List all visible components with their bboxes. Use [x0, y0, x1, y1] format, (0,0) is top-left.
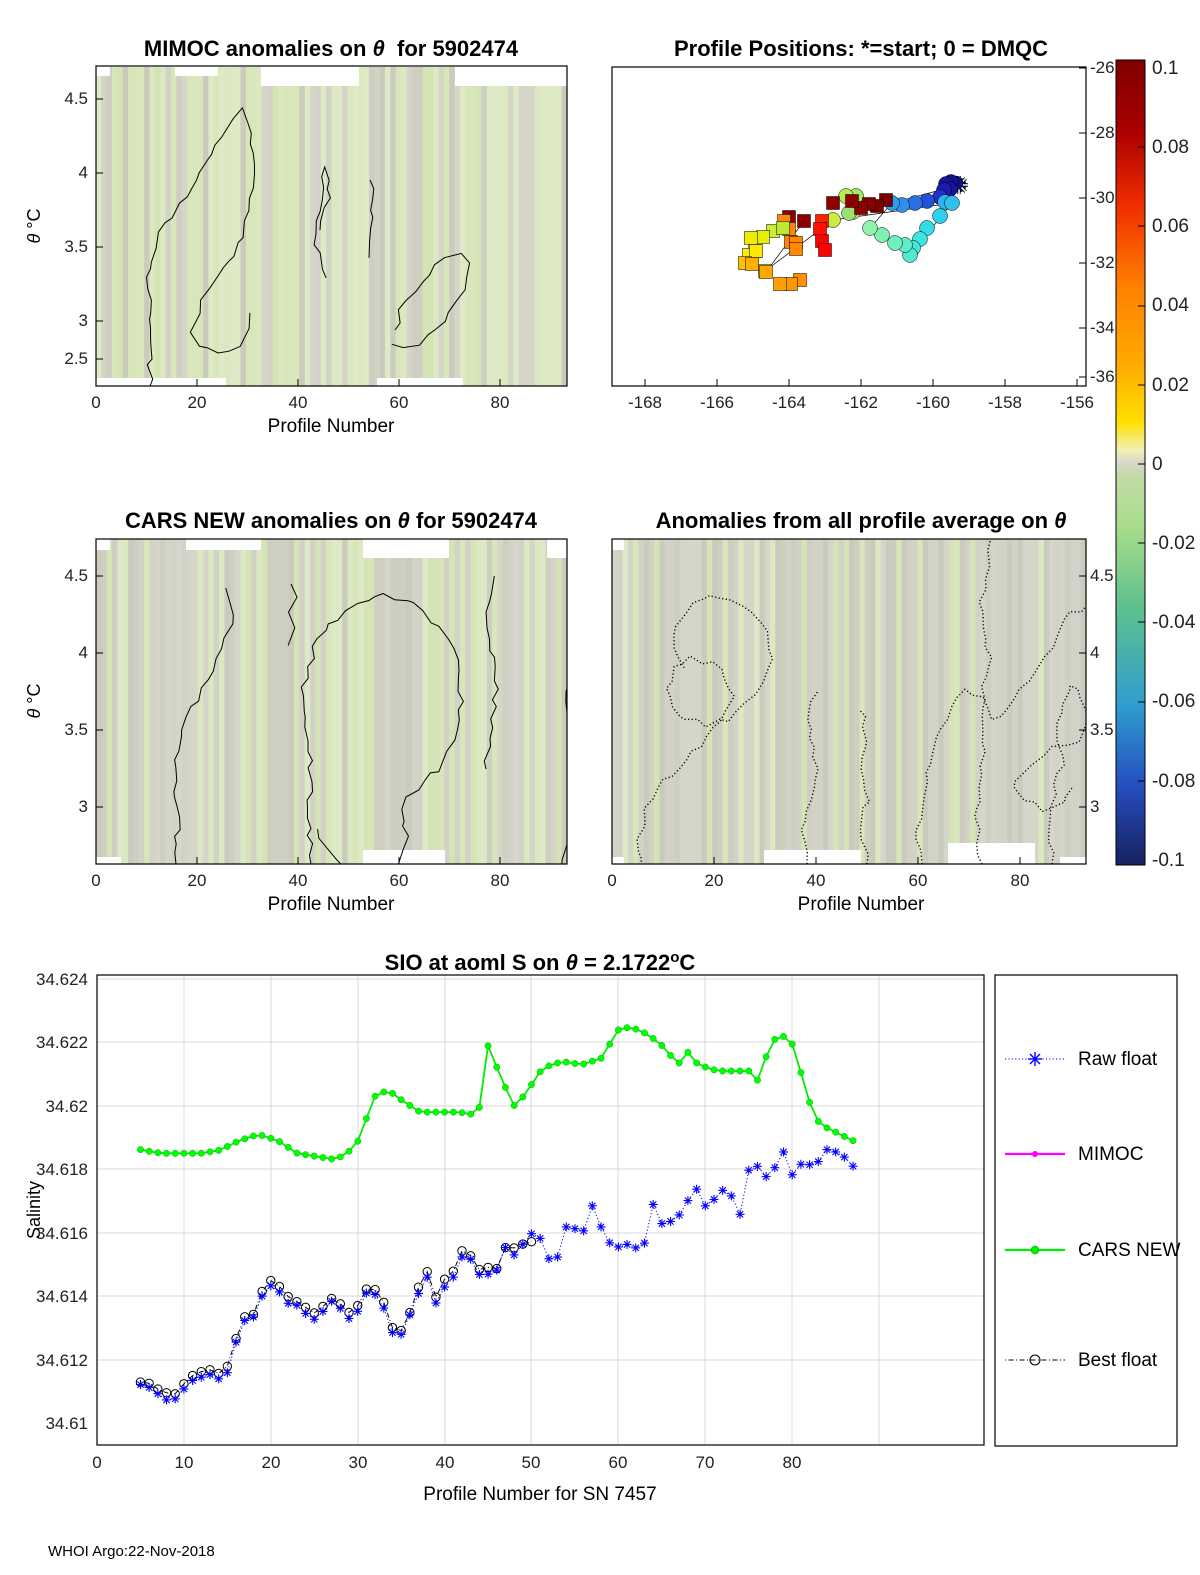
svg-text:34.614: 34.614	[36, 1287, 88, 1306]
svg-text:-166: -166	[700, 393, 734, 412]
svg-text:Profile Number: Profile Number	[798, 894, 925, 915]
svg-text:4.5: 4.5	[1090, 566, 1114, 585]
svg-text:0: 0	[1152, 454, 1163, 475]
svg-text:0.02: 0.02	[1152, 375, 1189, 396]
svg-text:60: 60	[390, 871, 409, 890]
svg-text:Profile Number: Profile Number	[268, 894, 395, 915]
svg-text:40: 40	[289, 871, 308, 890]
svg-text:Best float: Best float	[1078, 1350, 1158, 1371]
svg-text:0.1: 0.1	[1152, 58, 1178, 79]
svg-text:60: 60	[390, 393, 409, 412]
svg-text:Profile Number: Profile Number	[268, 416, 395, 437]
svg-text:0: 0	[91, 871, 100, 890]
svg-text:CARS NEW anomalies on θ for 59: CARS NEW anomalies on θ for 5902474	[125, 508, 538, 533]
svg-text:20: 20	[188, 393, 207, 412]
svg-text:-30: -30	[1090, 188, 1115, 207]
svg-text:-0.1: -0.1	[1152, 850, 1185, 871]
svg-text:-32: -32	[1090, 253, 1115, 272]
svg-text:3.5: 3.5	[64, 720, 88, 739]
svg-text:34.622: 34.622	[36, 1033, 88, 1052]
svg-text:34.61: 34.61	[45, 1414, 88, 1433]
svg-text:2.5: 2.5	[64, 349, 88, 368]
svg-text:θ °C: θ °C	[24, 684, 44, 719]
svg-text:3: 3	[79, 311, 88, 330]
svg-text:0: 0	[607, 871, 616, 890]
svg-text:80: 80	[491, 393, 510, 412]
svg-text:θ °C: θ °C	[24, 209, 44, 244]
svg-text:Salinity: Salinity	[24, 1181, 44, 1239]
svg-text:Anomalies from all profile ave: Anomalies from all profile average on θ	[656, 508, 1067, 533]
svg-text:-160: -160	[916, 393, 950, 412]
svg-text:4: 4	[1090, 643, 1099, 662]
svg-text:4.5: 4.5	[64, 566, 88, 585]
svg-text:WHOI Argo:22-Nov-2018: WHOI Argo:22-Nov-2018	[48, 1543, 215, 1560]
svg-text:-168: -168	[628, 393, 662, 412]
svg-text:MIMOC anomalies on θ for 5902: MIMOC anomalies on θ for 5902474	[144, 36, 519, 61]
svg-text:4.5: 4.5	[64, 89, 88, 108]
svg-text:0.08: 0.08	[1152, 137, 1189, 158]
svg-text:34.62: 34.62	[45, 1097, 88, 1116]
svg-text:0.04: 0.04	[1152, 295, 1189, 316]
svg-text:-156: -156	[1060, 393, 1094, 412]
svg-text:60: 60	[909, 871, 928, 890]
svg-text:20: 20	[188, 871, 207, 890]
svg-text:0: 0	[91, 393, 100, 412]
svg-text:3.5: 3.5	[1090, 720, 1114, 739]
svg-text:Profile Number for SN 7457: Profile Number for SN 7457	[423, 1484, 656, 1505]
svg-text:-164: -164	[772, 393, 806, 412]
svg-text:80: 80	[491, 871, 510, 890]
svg-text:40: 40	[436, 1453, 455, 1472]
svg-text:-158: -158	[988, 393, 1022, 412]
svg-text:80: 80	[783, 1453, 802, 1472]
svg-text:-162: -162	[844, 393, 878, 412]
svg-text:3: 3	[1090, 797, 1099, 816]
svg-text:0.06: 0.06	[1152, 216, 1189, 237]
svg-text:Raw float: Raw float	[1078, 1049, 1158, 1070]
svg-text:40: 40	[289, 393, 308, 412]
svg-text:-26: -26	[1090, 58, 1115, 77]
svg-text:40: 40	[807, 871, 826, 890]
svg-text:3: 3	[79, 797, 88, 816]
svg-text:20: 20	[705, 871, 724, 890]
svg-text:30: 30	[349, 1453, 368, 1472]
svg-text:50: 50	[522, 1453, 541, 1472]
svg-text:3.5: 3.5	[64, 237, 88, 256]
svg-text:80: 80	[1011, 871, 1030, 890]
svg-text:60: 60	[609, 1453, 628, 1472]
svg-text:-0.02: -0.02	[1152, 533, 1195, 554]
svg-text:4: 4	[79, 163, 88, 182]
svg-text:10: 10	[175, 1453, 194, 1472]
svg-text:-28: -28	[1090, 123, 1115, 142]
svg-text:34.612: 34.612	[36, 1351, 88, 1370]
svg-text:20: 20	[262, 1453, 281, 1472]
svg-text:-36: -36	[1090, 367, 1115, 386]
svg-text:70: 70	[696, 1453, 715, 1472]
svg-text:34.618: 34.618	[36, 1160, 88, 1179]
svg-text:-0.08: -0.08	[1152, 771, 1195, 792]
svg-text:34.624: 34.624	[36, 970, 88, 989]
svg-text:Profile Positions: *=start; 0: Profile Positions: *=start; 0 = DMQC	[674, 36, 1048, 61]
svg-text:-0.06: -0.06	[1152, 691, 1195, 712]
svg-text:0: 0	[92, 1453, 101, 1472]
svg-text:4: 4	[79, 643, 88, 662]
svg-text:SIO at aoml S on θ = 2.1722oC: SIO at aoml S on θ = 2.1722oC	[385, 949, 696, 975]
svg-text:CARS NEW: CARS NEW	[1078, 1240, 1180, 1261]
svg-text:-34: -34	[1090, 318, 1115, 337]
svg-text:MIMOC: MIMOC	[1078, 1144, 1143, 1165]
svg-text:-0.04: -0.04	[1152, 612, 1196, 633]
